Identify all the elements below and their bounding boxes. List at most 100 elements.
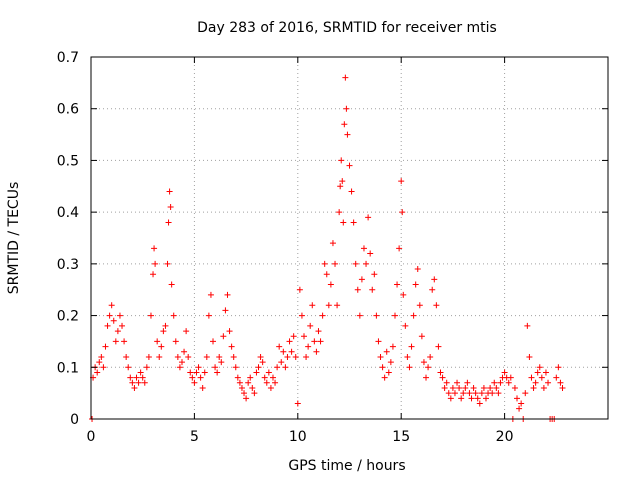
y-tick-label: 0.2: [57, 309, 79, 325]
data-point: [416, 302, 423, 309]
data-point: [337, 183, 344, 190]
data-point: [162, 322, 169, 329]
data-point: [425, 364, 432, 371]
data-point: [127, 374, 134, 381]
data-point: [251, 390, 258, 397]
data-point: [236, 379, 243, 386]
data-point: [540, 384, 547, 391]
data-point: [369, 286, 376, 293]
data-points: [89, 74, 566, 422]
data-point: [340, 219, 347, 226]
data-point: [344, 131, 351, 138]
y-tick-label: 0.5: [57, 153, 79, 169]
data-point: [466, 390, 473, 397]
data-point: [313, 348, 320, 355]
data-point: [96, 359, 103, 366]
x-tick-label: 0: [87, 429, 96, 445]
plot-frame: [90, 56, 609, 420]
data-point: [338, 157, 345, 164]
data-point: [538, 374, 545, 381]
data-point: [207, 291, 214, 298]
data-point: [505, 379, 512, 386]
data-point: [257, 353, 264, 360]
data-point: [305, 343, 312, 350]
data-point: [435, 343, 442, 350]
data-point: [164, 260, 171, 267]
data-point: [360, 245, 367, 252]
data-point: [346, 162, 353, 169]
data-point: [557, 379, 564, 386]
data-point: [108, 302, 115, 309]
data-point: [104, 322, 111, 329]
data-point: [532, 379, 539, 386]
data-point: [276, 343, 283, 350]
data-point: [468, 395, 475, 402]
data-point: [274, 364, 281, 371]
data-point: [507, 374, 514, 381]
data-point: [197, 374, 204, 381]
data-point: [356, 312, 363, 319]
data-point: [121, 338, 128, 345]
data-point: [167, 203, 174, 210]
data-point: [445, 390, 452, 397]
data-point: [396, 245, 403, 252]
data-point: [228, 343, 235, 350]
data-point: [329, 240, 336, 247]
data-point: [94, 369, 101, 376]
data-point: [123, 353, 130, 360]
data-point: [555, 364, 562, 371]
data-point: [278, 359, 285, 366]
data-point: [443, 379, 450, 386]
data-point: [420, 359, 427, 366]
gridlines: [91, 57, 608, 419]
data-point: [495, 390, 502, 397]
data-point: [267, 384, 274, 391]
data-point: [137, 369, 144, 376]
data-point: [394, 281, 401, 288]
y-tick-label: 0: [70, 412, 79, 428]
data-point: [106, 312, 113, 319]
data-point: [154, 338, 161, 345]
data-point: [352, 260, 359, 267]
x-tick-label: 15: [392, 429, 410, 445]
data-point: [303, 353, 310, 360]
data-point: [315, 328, 322, 335]
data-point: [259, 359, 266, 366]
data-point: [514, 395, 521, 402]
data-point: [325, 302, 332, 309]
x-axis-ticks: 0 5 10 15 20: [87, 57, 514, 445]
data-point: [98, 353, 105, 360]
data-point: [387, 359, 394, 366]
data-point: [294, 400, 301, 407]
data-point: [147, 312, 154, 319]
data-point: [437, 369, 444, 376]
data-point: [489, 390, 496, 397]
data-point: [226, 328, 233, 335]
data-point: [158, 343, 165, 350]
data-point: [210, 338, 217, 345]
data-point: [214, 369, 221, 376]
data-point: [224, 291, 231, 298]
data-point: [187, 369, 194, 376]
data-point: [339, 178, 346, 185]
data-point: [249, 384, 256, 391]
data-point: [542, 369, 549, 376]
y-axis-label: SRMTID / TECUs: [6, 182, 22, 295]
data-point: [296, 286, 303, 293]
data-point: [379, 364, 386, 371]
data-point: [343, 105, 350, 112]
data-point: [389, 343, 396, 350]
data-point: [269, 374, 276, 381]
data-point: [524, 322, 531, 329]
data-point: [342, 74, 349, 81]
data-point: [166, 188, 173, 195]
data-point: [341, 121, 348, 128]
data-point: [172, 338, 179, 345]
data-point: [174, 353, 181, 360]
data-point: [195, 364, 202, 371]
data-point: [253, 369, 260, 376]
x-axis-label: GPS time / hours: [288, 458, 405, 474]
data-point: [406, 364, 413, 371]
data-point: [522, 390, 529, 397]
y-tick-label: 0.1: [57, 360, 79, 376]
